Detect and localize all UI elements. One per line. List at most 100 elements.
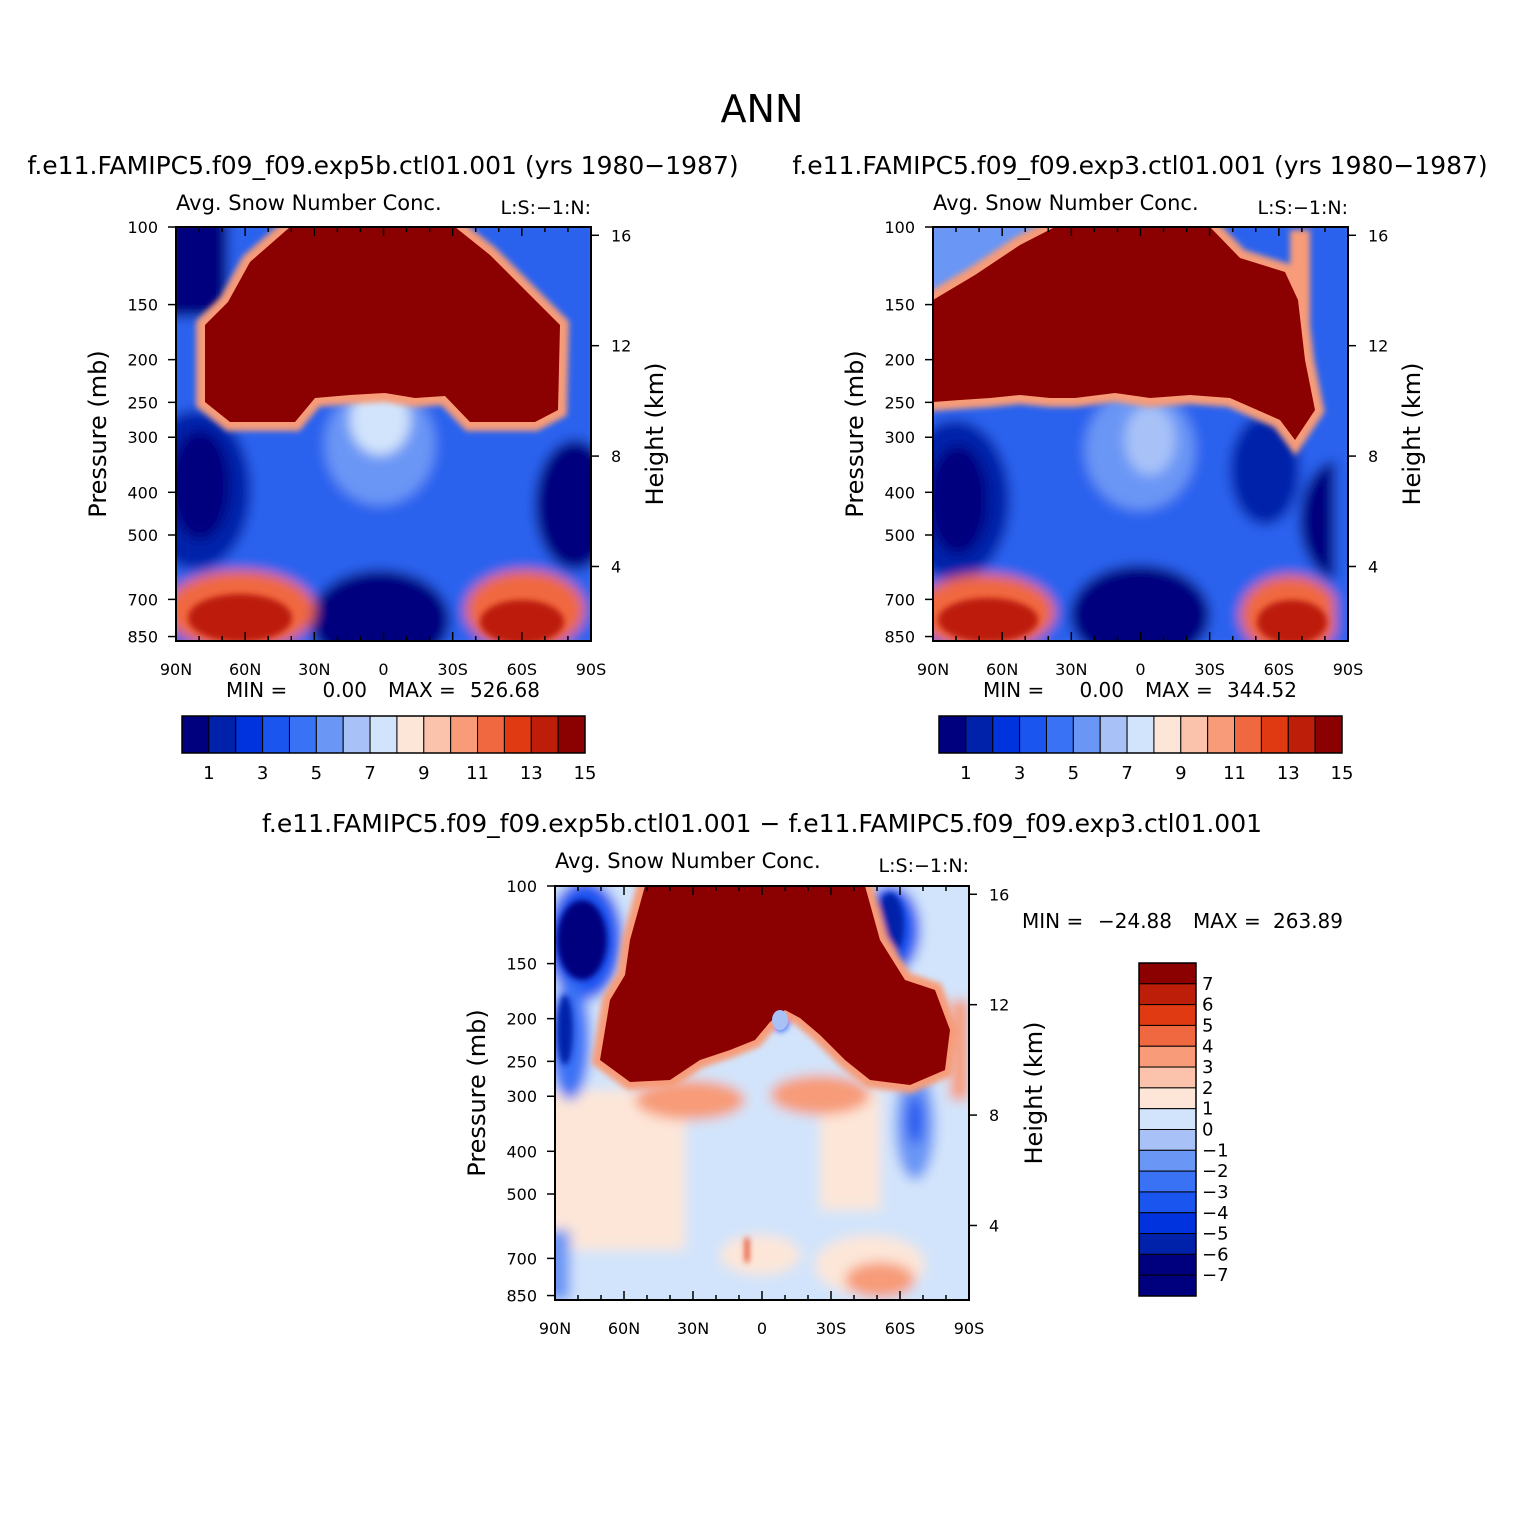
max-label: MAX =: [1145, 678, 1213, 702]
colorbar-box: [1138, 1004, 1197, 1026]
max-label: MAX =: [388, 678, 456, 702]
colorbar-box: [965, 715, 994, 754]
colorbar-box: [530, 715, 559, 754]
colorbar-label: 1: [1202, 1099, 1213, 1120]
colorbar-label: −4: [1202, 1203, 1229, 1224]
colorbar-box: [1138, 1274, 1197, 1297]
case-title: f.e11.FAMIPC5.f09_f09.exp5b.ctl01.001 − …: [262, 809, 1262, 838]
y-tick-label: 700: [127, 590, 158, 609]
y-right-tick-label: 12: [1368, 337, 1388, 356]
y-right-tick-label: 4: [611, 557, 621, 576]
y-tick-label: 400: [884, 483, 915, 502]
colorbar-label: 11: [466, 763, 489, 784]
max-label: MAX =: [1193, 909, 1261, 933]
colorbar-box: [450, 715, 479, 754]
panel-exp3: f.e11.FAMIPC5.f09_f09.exp3.ctl01.001 (yr…: [792, 151, 1487, 784]
y-tick-label: 200: [506, 1010, 537, 1029]
x-tick-label: 90N: [539, 1319, 571, 1338]
colorbar-box: [1207, 715, 1236, 754]
max-value: 526.68: [470, 678, 540, 702]
colorbar-box: [1138, 1108, 1197, 1130]
colorbar-label: 7: [1202, 974, 1213, 995]
colorbar-box: [1019, 715, 1047, 754]
y-right-tick-label: 16: [989, 885, 1009, 904]
x-tick-label: 60N: [229, 660, 261, 679]
colorbar-box: [1138, 1212, 1197, 1235]
colorbar-box: [1138, 1253, 1197, 1276]
y-tick-label: 300: [506, 1087, 537, 1106]
x-tick-label: 30S: [437, 660, 468, 679]
x-tick-label: 30N: [1055, 660, 1087, 679]
min-label: MIN =: [1022, 909, 1083, 933]
colorbar: 1 3 5 7 9 11 13 15: [181, 715, 596, 784]
colorbar-box: [1138, 983, 1197, 1006]
colorbar-box: [992, 715, 1021, 754]
y-tick-label: 300: [127, 428, 158, 447]
min-label: MIN =: [983, 678, 1044, 702]
colorbar-box: [1138, 1045, 1197, 1068]
colorbar-box: [1138, 1191, 1197, 1214]
x-tick-label: 60S: [885, 1319, 916, 1338]
y-tick-label: 150: [506, 955, 537, 974]
x-tick-label: 30N: [677, 1319, 709, 1338]
plot-title-right: L:S:−1:N:: [879, 855, 969, 877]
colorbar-box: [369, 715, 398, 754]
colorbar-box: [1045, 715, 1074, 754]
y-tick-label: 700: [506, 1249, 537, 1268]
y-axis-label-right: Height (km): [641, 363, 669, 506]
field-exp3: [933, 227, 1348, 641]
colorbar-label: 9: [418, 763, 429, 784]
min-label: MIN =: [226, 678, 287, 702]
colorbar-label: 11: [1223, 763, 1246, 784]
colorbar-box: [1180, 715, 1209, 754]
colorbar-box: [1314, 715, 1343, 754]
panel-difference: f.e11.FAMIPC5.f09_f09.exp5b.ctl01.001 − …: [262, 809, 1343, 1338]
figure-title: ANN: [721, 87, 804, 131]
colorbar-frame: [938, 715, 1343, 754]
colorbar-label: 1: [203, 763, 214, 784]
plot-title-right: L:S:−1:N:: [1258, 197, 1348, 219]
colorbar-label: 1: [960, 763, 971, 784]
colorbar-label: 7: [1121, 763, 1132, 784]
min-value: −24.88: [1098, 909, 1172, 933]
y-tick-label: 850: [506, 1287, 537, 1306]
x-tick-label: 60S: [507, 660, 538, 679]
colorbar-box: [1138, 1149, 1197, 1172]
colorbar-box: [1153, 715, 1182, 754]
case-title: f.e11.FAMIPC5.f09_f09.exp3.ctl01.001 (yr…: [792, 151, 1487, 180]
y-axis-label: Pressure (mb): [84, 350, 112, 517]
colorbar-label: −7: [1202, 1265, 1229, 1286]
colorbar-box: [1099, 715, 1128, 754]
y-tick-label: 200: [127, 351, 158, 370]
y-tick-label: 250: [884, 393, 915, 412]
y-tick-label: 300: [884, 428, 915, 447]
y-axis-label-right: Height (km): [1020, 1022, 1048, 1165]
y-tick-label: 850: [127, 628, 158, 647]
case-title: f.e11.FAMIPC5.f09_f09.exp5b.ctl01.001 (y…: [27, 151, 738, 180]
y-tick-label: 250: [127, 393, 158, 412]
colorbar-label: 9: [1175, 763, 1186, 784]
field-exp5b: [176, 227, 591, 641]
y-right-tick-label: 12: [989, 996, 1009, 1015]
colorbar-box: [477, 715, 505, 754]
y-right-tick-label: 4: [989, 1216, 999, 1235]
y-tick-label: 100: [884, 218, 915, 237]
colorbar-box: [315, 715, 344, 754]
colorbar-label: −2: [1202, 1161, 1229, 1182]
colorbar-box: [423, 715, 452, 754]
x-tick-label: 90N: [160, 660, 192, 679]
y-right-tick-label: 12: [611, 337, 631, 356]
x-tick-label: 30S: [1194, 660, 1225, 679]
axes: 90N 60N 30N 0 30S 60S 90S 100 150 200 250 300 400 500…: [127, 218, 631, 679]
x-tick-label: 90S: [576, 660, 607, 679]
colorbar-box: [262, 715, 290, 754]
y-tick-label: 700: [884, 590, 915, 609]
colorbar-box: [503, 715, 532, 754]
y-right-tick-label: 16: [611, 226, 631, 245]
y-axis-label: Pressure (mb): [841, 350, 869, 517]
colorbar-frame: [181, 715, 586, 754]
y-right-tick-label: 8: [611, 447, 621, 466]
colorbar-box: [342, 715, 371, 754]
y-right-tick-label: 16: [1368, 226, 1388, 245]
